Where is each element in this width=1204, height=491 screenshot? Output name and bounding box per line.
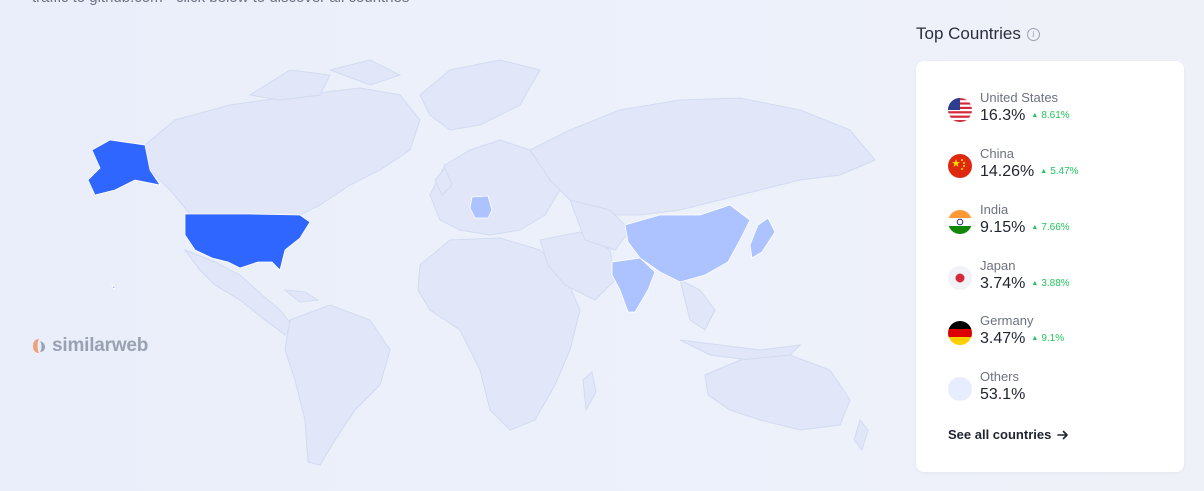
share-value: 3.47% [980, 330, 1026, 347]
country-share: 53.1% [980, 386, 1025, 404]
others-circle-icon [948, 377, 972, 401]
map-new-zealand [853, 418, 869, 452]
change-badge: ▲ 9.1% [1031, 333, 1064, 344]
germany-flag-icon [948, 321, 972, 345]
country-share: 3.74% ▲ 3.88% [980, 275, 1070, 293]
up-arrow-icon: ▲ [1031, 112, 1039, 119]
country-row-others[interactable]: Others 53.1% [948, 369, 1168, 419]
country-name: China [980, 146, 1014, 161]
share-value: 16.3% [980, 107, 1026, 124]
change-badge: ▲ 3.88% [1031, 278, 1069, 289]
change-value: 7.66% [1041, 222, 1070, 233]
country-share: 3.47% ▲ 9.1% [980, 330, 1064, 348]
map-russia [529, 97, 876, 216]
map-alaska [87, 139, 161, 196]
arrow-right-icon [1057, 430, 1069, 439]
see-all-countries-link[interactable]: See all countries [948, 427, 1069, 442]
change-value: 8.61% [1041, 110, 1070, 121]
country-row-united-states[interactable]: United States 16.3% ▲ 8.61% [948, 90, 1168, 140]
map-madagascar [582, 371, 597, 412]
country-row-japan[interactable]: Japan 3.74% ▲ 3.88% [948, 258, 1168, 308]
change-badge: ▲ 8.61% [1031, 110, 1069, 121]
country-name: Others [980, 369, 1020, 384]
us-flag-icon [948, 98, 972, 122]
country-row-china[interactable]: China 14.26% ▲ 5.47% [948, 146, 1168, 196]
change-badge: ▲ 7.66% [1031, 222, 1069, 233]
map-canada [144, 87, 421, 216]
map-usa [184, 213, 311, 271]
up-arrow-icon: ▲ [1040, 168, 1048, 175]
change-badge: ▲ 5.47% [1040, 166, 1078, 177]
share-value: 14.26% [980, 163, 1035, 180]
up-arrow-icon: ▲ [1031, 224, 1039, 231]
country-share: 9.15% ▲ 7.66% [980, 219, 1070, 237]
similarweb-logo-text: similarweb [52, 335, 149, 356]
country-share: 16.3% ▲ 8.61% [980, 107, 1070, 125]
change-value: 5.47% [1050, 166, 1079, 177]
up-arrow-icon: ▲ [1031, 335, 1039, 342]
up-arrow-icon: ▲ [1031, 280, 1039, 287]
india-flag-icon [948, 210, 972, 234]
map-indonesia [679, 339, 802, 361]
map-africa [417, 237, 581, 431]
map-caption: traffic to github.com - click below to d… [32, 0, 409, 6]
china-flag-icon [948, 154, 972, 178]
share-value: 53.1% [980, 386, 1026, 403]
country-row-india[interactable]: India 9.15% ▲ 7.66% [948, 202, 1168, 252]
top-countries-title: Top Countries i [916, 24, 1040, 44]
country-row-germany[interactable]: Germany 3.47% ▲ 9.1% [948, 313, 1168, 363]
similarweb-logo: similarweb [32, 335, 148, 357]
japan-flag-icon [948, 266, 972, 290]
country-share: 14.26% ▲ 5.47% [980, 163, 1079, 181]
country-name: Germany [980, 313, 1034, 328]
map-caribbean [283, 289, 320, 303]
change-value: 9.1% [1041, 333, 1065, 344]
map-south-america [284, 304, 391, 466]
top-countries-label: Top Countries [916, 24, 1021, 43]
map-arctic-islands [248, 59, 402, 101]
country-name: India [980, 202, 1009, 217]
country-name: United States [980, 90, 1059, 105]
see-all-label: See all countries [948, 427, 1052, 442]
similarweb-logo-icon [33, 339, 45, 353]
map-central-asia [569, 199, 631, 251]
top-countries-card: United States 16.3% ▲ 8.61% China 14.26% ▲ 5… [916, 61, 1184, 472]
world-map[interactable] [0, 0, 900, 491]
map-australia [704, 354, 851, 431]
map-germany [469, 195, 493, 219]
info-icon[interactable]: i [1026, 27, 1040, 41]
map-greenland [419, 59, 541, 131]
map-southeast-asia [679, 279, 716, 331]
share-value: 9.15% [980, 219, 1026, 236]
map-uk [434, 167, 453, 196]
country-name: Japan [980, 258, 1016, 273]
map-hawaii [110, 283, 116, 290]
change-value: 3.88% [1041, 278, 1070, 289]
share-value: 3.74% [980, 275, 1026, 292]
map-japan [749, 217, 776, 259]
map-india [611, 257, 656, 313]
